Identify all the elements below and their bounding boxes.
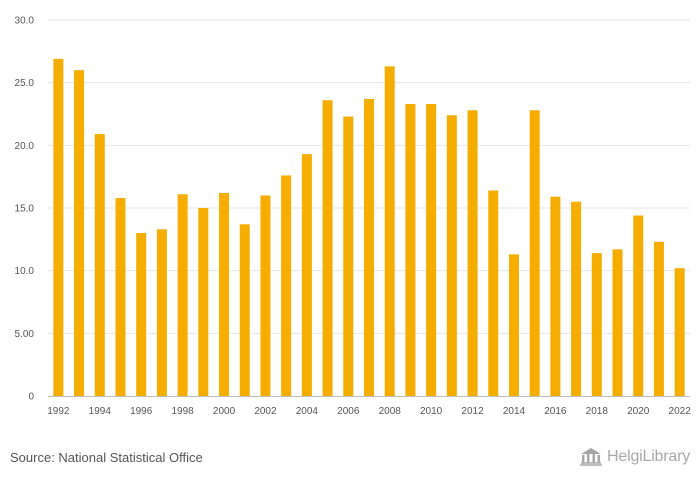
bar-2017 [571,201,582,396]
bar-2019 [612,249,623,396]
bar-2010 [426,103,437,397]
bar-2009 [405,103,416,397]
bar-2000 [219,192,230,396]
x-tick-label: 2020 [627,406,650,417]
bar-2015 [529,110,540,397]
x-tick-label: 2000 [213,406,236,417]
bar-2001 [239,224,250,396]
source-note: Source: National Statistical Office [10,450,203,465]
bar-2008 [384,66,395,396]
bar-2020 [633,215,644,396]
helgilibrary-logo: HelgiLibrary [578,447,690,467]
bar-2022 [674,268,685,396]
bar-2007 [364,98,374,397]
bar-1995 [115,197,126,396]
y-tick-labels: 0 5.00 10.0 15.0 20.0 25.0 30.0 [15,16,35,403]
bar-2005 [322,100,333,397]
bar-2002 [260,195,271,396]
y-tick-label: 25.0 [15,78,35,89]
bar-2013 [488,190,499,396]
x-tick-label: 1994 [89,406,112,417]
bar-1999 [198,208,209,396]
bar-2011 [446,115,457,397]
bar-1994 [94,134,105,396]
x-tick-label: 2012 [461,406,484,417]
bar-2003 [281,175,292,396]
x-tick-label: 2022 [669,406,692,417]
x-tick-label: 1998 [171,406,194,417]
x-tick-labels: 1992 1994 1996 1998 2000 2002 2004 2006 2008 2010… [47,406,691,417]
x-tick-label: 2016 [544,406,567,417]
bar-1997 [156,229,167,396]
x-tick-label: 1996 [130,406,153,417]
bar-1998 [177,194,188,396]
library-building-icon [580,448,603,466]
x-tick-label: 2018 [586,406,609,417]
y-tick-label: 5.00 [15,329,35,340]
y-tick-label: 30.0 [15,16,35,27]
bar-2012 [467,110,478,397]
bar-2021 [653,241,664,396]
y-tick-label: 0 [28,392,34,403]
bar-2014 [508,254,519,396]
y-tick-label: 15.0 [15,204,35,215]
x-tick-label: 2014 [503,406,526,417]
x-tick-label: 2004 [296,406,319,417]
bar-2018 [591,253,602,396]
y-tick-label: 10.0 [15,266,35,277]
bars [53,58,685,397]
bar-1993 [74,70,85,396]
logo-text: HelgiLibrary [607,448,690,465]
x-tick-label: 2002 [254,406,277,417]
x-tick-label: 2010 [420,406,443,417]
bar-1996 [136,233,147,396]
bar-2016 [550,196,561,396]
x-tick-label: 2008 [379,406,402,417]
x-tick-label: 1992 [47,406,70,417]
bar-2004 [301,154,312,396]
y-tick-label: 20.0 [15,141,35,152]
bar-1992 [53,58,64,396]
bar-2006 [343,116,354,397]
x-tick-label: 2006 [337,406,360,417]
